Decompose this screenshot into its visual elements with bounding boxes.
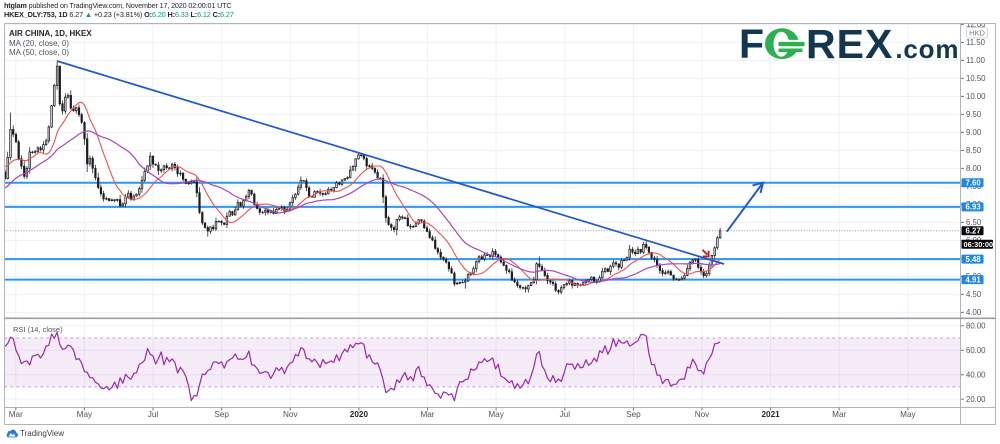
svg-text:7.60: 7.60 <box>966 179 982 188</box>
svg-text:11.50: 11.50 <box>966 38 986 47</box>
svg-text:4.00: 4.00 <box>966 308 982 317</box>
svg-text:Sep: Sep <box>214 410 229 419</box>
svg-text:May: May <box>900 410 916 419</box>
svg-text:5.48: 5.48 <box>966 255 982 264</box>
svg-text:Nov: Nov <box>283 410 298 419</box>
svg-text:11.00: 11.00 <box>966 56 986 65</box>
svg-text:80.00: 80.00 <box>966 322 986 331</box>
svg-text:May: May <box>488 410 504 419</box>
svg-text:8.00: 8.00 <box>966 164 982 173</box>
svg-text:Sep: Sep <box>626 410 641 419</box>
svg-text:10.50: 10.50 <box>966 74 986 83</box>
svg-text:12.00: 12.00 <box>966 20 986 29</box>
svg-text:Nov: Nov <box>695 410 710 419</box>
svg-text:Jul: Jul <box>560 410 571 419</box>
svg-text:6.93: 6.93 <box>966 203 982 212</box>
svg-text:60.00: 60.00 <box>966 346 986 355</box>
svg-text:6.50: 6.50 <box>966 218 982 227</box>
svg-text:9.50: 9.50 <box>966 110 982 119</box>
svg-text:Mar: Mar <box>9 410 23 419</box>
svg-text:10.00: 10.00 <box>966 92 986 101</box>
svg-text:20.00: 20.00 <box>966 395 986 404</box>
svg-text:HKD: HKD <box>969 29 985 38</box>
svg-text:40.00: 40.00 <box>966 371 986 380</box>
svg-text:2021: 2021 <box>761 410 780 419</box>
svg-text:2020: 2020 <box>350 410 369 419</box>
svg-text:Mar: Mar <box>420 410 434 419</box>
svg-text:Jul: Jul <box>148 410 159 419</box>
svg-text:8.50: 8.50 <box>966 146 982 155</box>
svg-text:9.00: 9.00 <box>966 128 982 137</box>
svg-text:6.27: 6.27 <box>966 227 981 236</box>
svg-text:06:30:00: 06:30:00 <box>964 240 994 249</box>
svg-text:May: May <box>77 410 93 419</box>
svg-text:4.50: 4.50 <box>966 290 982 299</box>
svg-text:4.91: 4.91 <box>966 275 982 284</box>
svg-text:Mar: Mar <box>832 410 846 419</box>
